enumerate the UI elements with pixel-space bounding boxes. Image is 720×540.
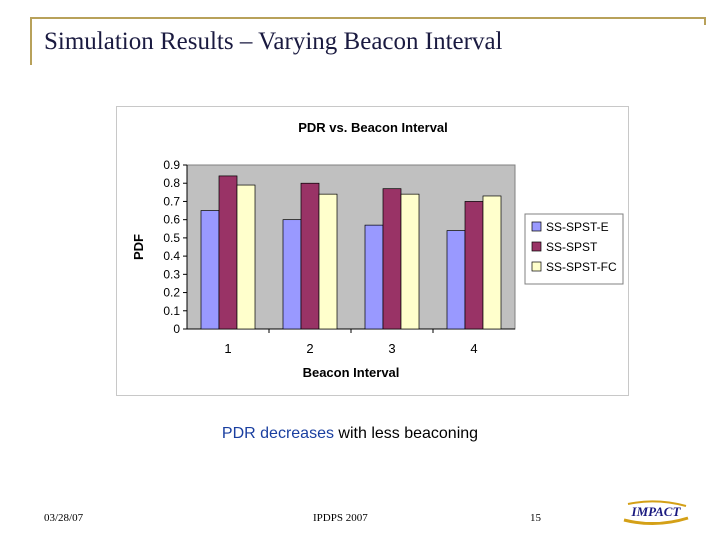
legend-label: SS-SPST-FC [546, 260, 617, 274]
legend-swatch [531, 221, 542, 232]
legend-label: SS-SPST [546, 240, 598, 254]
chart-container: PDR vs. Beacon Interval 0 0.1 0.2 0.3 0.4 0.5 0… [116, 106, 629, 396]
y-tick-label: 0.6 [163, 213, 180, 227]
bar-ss-spst-e-3 [364, 224, 384, 330]
bar-ss-spst-3 [382, 188, 402, 330]
bar-ss-spst-fc-2 [318, 193, 338, 330]
y-tick-label: 0.9 [163, 158, 180, 172]
footer-conference: IPDPS 2007 [313, 512, 368, 524]
slide-frame-top [30, 17, 705, 19]
bar-ss-spst-fc-3 [400, 193, 420, 330]
bar-ss-spst-e-2 [282, 219, 302, 330]
bar-ss-spst-fc-4 [482, 195, 502, 330]
slide-frame-left [30, 17, 32, 65]
chart-title: PDR vs. Beacon Interval [298, 120, 448, 135]
y-tick-label: 0.8 [163, 176, 180, 190]
slide-frame-right [704, 17, 706, 25]
bar-chart: PDR vs. Beacon Interval 0 0.1 0.2 0.3 0.4 0.5 0… [131, 120, 624, 380]
y-tick-label: 0.4 [163, 249, 180, 263]
bar-ss-spst-fc-1 [236, 184, 256, 330]
bar-ss-spst-4 [464, 201, 484, 330]
y-tick-label: 0 [173, 322, 180, 336]
y-tick-label: 0.3 [163, 267, 180, 281]
logo-text: IMPACT [631, 504, 682, 519]
bar-ss-spst-e-4 [446, 230, 466, 330]
bar-ss-spst-1 [218, 175, 238, 330]
caption-highlight: PDR decreases [221, 425, 334, 442]
legend-swatch [531, 241, 542, 252]
footer-page-number: 15 [530, 512, 541, 524]
x-tick-label: 1 [224, 341, 231, 356]
caption-rest: with less beaconing [333, 425, 479, 442]
bar-ss-spst-e-1 [200, 210, 220, 330]
y-tick-label: 0.2 [163, 286, 180, 300]
x-tick-label: 3 [388, 341, 395, 356]
impact-logo: IMPACT [623, 500, 689, 526]
legend-label: SS-SPST-E [546, 220, 609, 234]
y-axis-title: PDF [131, 234, 146, 260]
y-tick-label: 0.5 [163, 231, 180, 245]
legend-swatch [531, 261, 542, 272]
slide-title: Simulation Results – Varying Beacon Inte… [44, 28, 503, 55]
slide-caption: PDR decreases with less beaconing [0, 425, 700, 443]
x-axis-title: Beacon Interval [303, 365, 400, 380]
y-tick-label: 0.7 [163, 194, 180, 208]
bar-ss-spst-2 [300, 182, 320, 330]
x-tick-label: 2 [306, 341, 313, 356]
footer-date: 03/28/07 [44, 512, 84, 524]
y-tick-label: 0.1 [163, 304, 180, 318]
x-tick-label: 4 [470, 341, 477, 356]
